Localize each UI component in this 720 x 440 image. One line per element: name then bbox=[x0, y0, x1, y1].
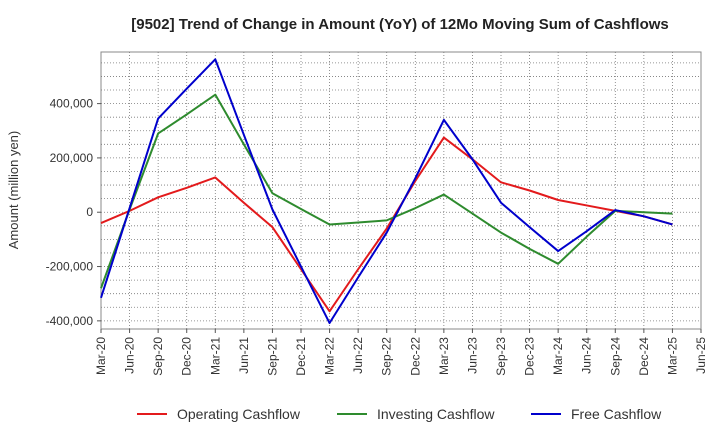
x-tick-label: Jun-24 bbox=[580, 337, 594, 374]
x-tick-label: Mar-22 bbox=[323, 337, 337, 375]
x-tick-label: Jun-20 bbox=[123, 337, 137, 374]
x-tick-label: Dec-24 bbox=[637, 337, 651, 376]
y-axis-ticks: 400,000 200,000 0 -200,000 -400,000 bbox=[46, 97, 101, 328]
legend-label-free-cashflow: Free Cashflow bbox=[571, 406, 662, 422]
x-tick-label: Mar-25 bbox=[665, 337, 679, 375]
x-tick-label: Dec-21 bbox=[294, 337, 308, 376]
y-tick-label: -400,000 bbox=[46, 314, 94, 328]
y-tick-label: 0 bbox=[86, 205, 93, 219]
x-tick-label: Dec-22 bbox=[408, 337, 422, 376]
y-tick-label: -200,000 bbox=[46, 260, 94, 274]
x-tick-label: Dec-20 bbox=[180, 337, 194, 376]
x-tick-label: Sep-23 bbox=[494, 337, 508, 376]
x-tick-label: Mar-20 bbox=[94, 337, 108, 375]
x-tick-label: Jun-22 bbox=[351, 337, 365, 374]
y-tick-label: 200,000 bbox=[50, 151, 94, 165]
chart-title: [9502] Trend of Change in Amount (YoY) o… bbox=[131, 16, 669, 33]
series-line-free-cashflow bbox=[100, 58, 673, 325]
x-tick-label: Jun-25 bbox=[694, 337, 708, 374]
series-line-operating-cashflow bbox=[100, 136, 673, 313]
y-axis-label: Amount (million yen) bbox=[6, 131, 21, 250]
series-line-investing-cashflow bbox=[100, 93, 673, 289]
x-tick-label: Mar-24 bbox=[551, 337, 565, 375]
legend-label-investing-cashflow: Investing Cashflow bbox=[377, 406, 495, 422]
x-tick-label: Sep-21 bbox=[265, 337, 279, 376]
x-tick-label: Mar-21 bbox=[208, 337, 222, 375]
legend: Operating Cashflow Investing Cashflow Free… bbox=[137, 406, 662, 422]
x-tick-label: Mar-23 bbox=[437, 337, 451, 375]
legend-label-operating-cashflow: Operating Cashflow bbox=[177, 406, 301, 422]
x-tick-label: Sep-24 bbox=[608, 337, 622, 376]
x-tick-label: Dec-23 bbox=[523, 337, 537, 376]
x-tick-label: Jun-23 bbox=[465, 337, 479, 374]
x-tick-label: Sep-20 bbox=[151, 337, 165, 376]
y-tick-label: 400,000 bbox=[50, 97, 94, 111]
plot-area bbox=[100, 51, 702, 330]
series-lines bbox=[100, 58, 673, 325]
x-tick-label: Jun-21 bbox=[237, 337, 251, 374]
x-axis-ticks: Mar-20 Jun-20 Sep-20 Dec-20 Mar-21 Jun-21 Sep-… bbox=[94, 329, 708, 376]
x-tick-label: Sep-22 bbox=[380, 337, 394, 376]
